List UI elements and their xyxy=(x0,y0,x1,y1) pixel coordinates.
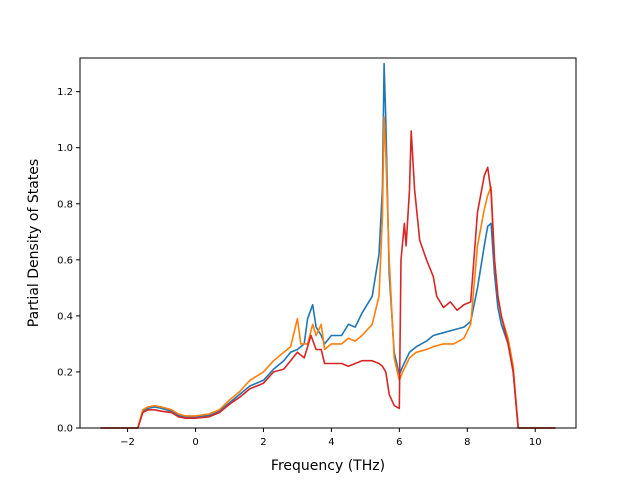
series-line-3 xyxy=(100,130,556,429)
y-tick-label: 0.2 xyxy=(57,367,73,378)
series-layer xyxy=(100,62,556,429)
x-tick-label: 0 xyxy=(192,437,198,448)
y-tick-label: 1.0 xyxy=(57,143,73,154)
x-ticks: −2 0 2 4 6 8 10 xyxy=(120,428,542,448)
y-tick-label: 0.6 xyxy=(57,255,73,266)
x-tick-label: 2 xyxy=(260,437,266,448)
x-tick-label: 10 xyxy=(529,437,542,448)
x-tick-label: −2 xyxy=(120,437,135,448)
x-axis-label: Frequency (THz) xyxy=(271,458,385,474)
plot-frame xyxy=(79,57,577,429)
y-axis-label: Partial Density of States xyxy=(26,159,42,327)
x-tick-label: 8 xyxy=(464,437,470,448)
y-tick-label: 0.4 xyxy=(57,311,73,322)
x-tick-label: 4 xyxy=(328,437,334,448)
x-tick-label: 6 xyxy=(396,437,402,448)
series-line-2 xyxy=(100,116,556,429)
y-tick-label: 0.8 xyxy=(57,199,73,210)
series-line-1 xyxy=(100,62,556,429)
y-tick-label: 1.2 xyxy=(57,87,73,98)
y-tick-label: 0.0 xyxy=(57,424,73,435)
y-ticks: 0.0 0.2 0.4 0.6 0.8 1.0 1.2 xyxy=(57,87,80,435)
